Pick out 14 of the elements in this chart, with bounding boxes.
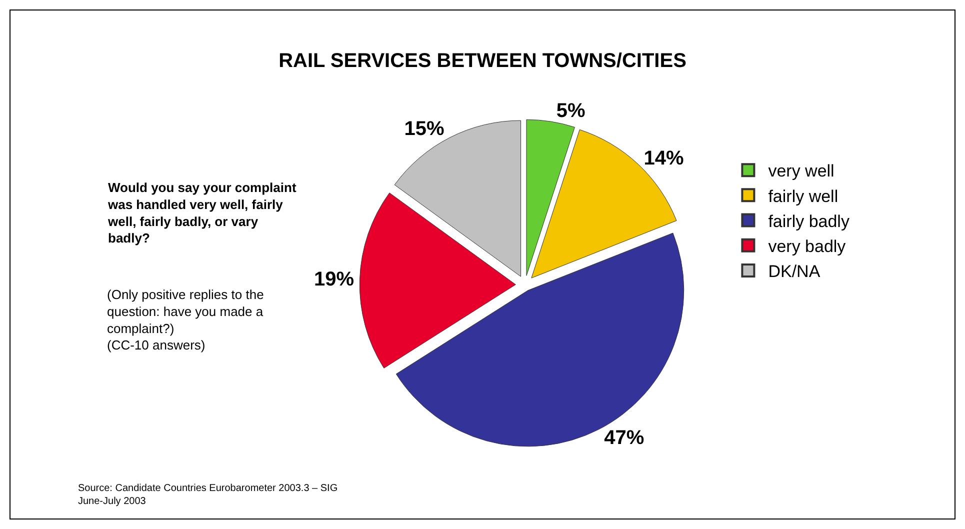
chart-title: RAIL SERVICES BETWEEN TOWNS/CITIES bbox=[278, 50, 686, 72]
legend-label: very well bbox=[768, 162, 834, 181]
text: (Only positive replies to the question: have you made a complaint?) (CC-10 answers) bbox=[107, 287, 264, 353]
legend-label: very badly bbox=[768, 237, 846, 256]
data-label: 47% bbox=[604, 427, 644, 450]
source-note: Source: Candidate Countries Eurobarometer 2003.3 – SIG June-July 2003 bbox=[78, 483, 338, 507]
legend-label: fairly well bbox=[768, 186, 838, 206]
data-label: 15% bbox=[404, 118, 444, 140]
text: Would you say your complaint was handled very well, fairly well, fairly badly, or vary badly? bbox=[107, 180, 297, 246]
data-label: 19% bbox=[314, 268, 354, 291]
data-label: 14% bbox=[644, 147, 684, 170]
data-label: 5% bbox=[556, 100, 586, 122]
legend-label: DK/NA bbox=[768, 262, 821, 282]
legend-label: fairly badly bbox=[768, 212, 850, 231]
